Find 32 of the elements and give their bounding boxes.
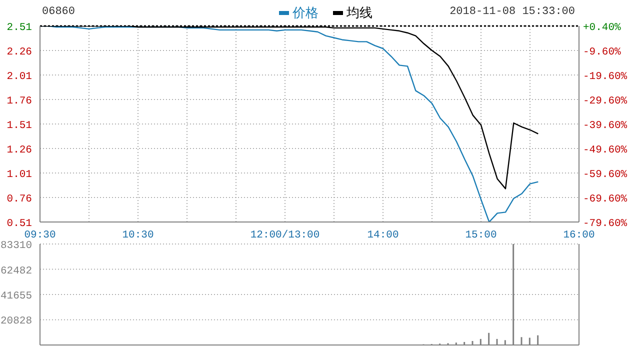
y-tick-label: 2.26 (6, 46, 32, 58)
text: 2018-11-08 15:33:00 (450, 6, 575, 18)
legend-label: 均线 (346, 5, 372, 22)
chart-title: 06860 (42, 6, 76, 18)
y-tick-label: 1.26 (6, 144, 32, 156)
x-tick-label: 14:00 (367, 229, 399, 242)
x-tick-label: 09:30 (24, 229, 56, 242)
y-tick-label: 2.01 (6, 71, 32, 83)
y2-tick-label: -39.60% (583, 120, 628, 132)
y-tick-label: 1.76 (6, 96, 32, 108)
x-tick-label: 15:00 (465, 229, 497, 242)
x-tick-label: 10:30 (122, 229, 154, 242)
y2-tick-label: -49.60% (583, 144, 628, 156)
y-tick-label: 41655 (0, 290, 32, 302)
y2-tick-label: -19.60% (583, 71, 628, 83)
y-tick-label: 20828 (0, 316, 32, 328)
x-tick-label: 16:00 (563, 229, 595, 242)
y2-tick-label: -9.60% (583, 46, 622, 58)
y-tick-label: 62482 (0, 265, 32, 278)
x-tick-label: 12:00/13:00 (250, 229, 320, 242)
y-tick-label: 0.51 (6, 218, 32, 230)
y-tick-label: 1.51 (6, 120, 32, 132)
y-tick-label: 0.76 (6, 194, 32, 206)
y2-tick-label: -79.60% (583, 218, 628, 230)
y-tick-label: 83310 (0, 240, 32, 252)
y-tick-label: 1.01 (6, 169, 32, 181)
y2-tick-label: -29.60% (583, 96, 628, 108)
legend-label: 价格 (292, 5, 318, 22)
y2-tick-label: +0.40% (583, 22, 622, 34)
y-tick-label: 2.51 (6, 22, 32, 34)
y2-tick-label: -59.60% (583, 169, 628, 181)
y2-tick-label: -69.60% (583, 194, 628, 206)
